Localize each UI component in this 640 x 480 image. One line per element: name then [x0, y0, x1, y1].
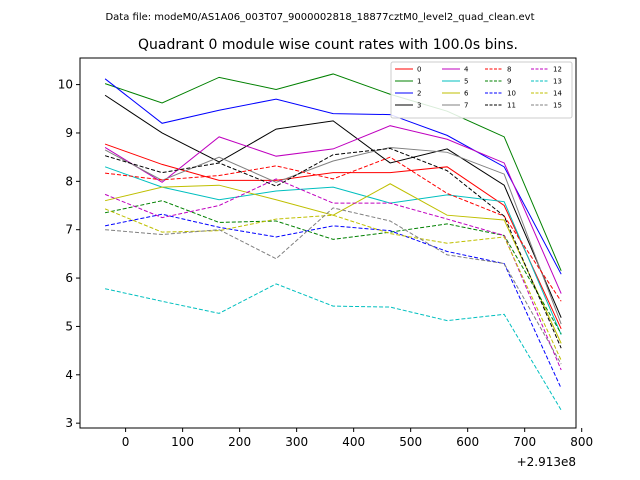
series-line-1: [104, 73, 562, 272]
legend-label-7: 7: [464, 102, 468, 110]
series-line-13: [104, 283, 562, 411]
figure-suptitle: Data file: modeM0/AS1A06_003T07_90000028…: [105, 12, 534, 23]
plot-area-frame: [79, 57, 577, 429]
legend-label-15: 15: [553, 102, 562, 110]
x-tick-label: 500: [399, 435, 422, 449]
legend-label-3: 3: [417, 102, 421, 110]
legend-label-9: 9: [507, 78, 511, 86]
legend-label-13: 13: [553, 78, 562, 86]
x-tick-label: 300: [285, 435, 308, 449]
x-tick-label: 800: [570, 435, 593, 449]
series-line-2: [104, 78, 562, 275]
x-tick-label: 100: [171, 435, 194, 449]
x-tick-label: 700: [513, 435, 536, 449]
legend-label-14: 14: [553, 90, 562, 98]
y-tick-label: 9: [65, 126, 73, 140]
plot-lines: [104, 73, 562, 411]
x-tick-label: 400: [342, 435, 365, 449]
series-line-15: [105, 207, 562, 365]
legend-label-0: 0: [417, 66, 421, 74]
series-line-0: [104, 143, 562, 330]
series-line-11: [104, 147, 562, 349]
y-tick-label: 5: [65, 319, 73, 333]
series-line-12: [104, 178, 562, 371]
y-tick-label: 8: [65, 174, 73, 188]
legend-label-10: 10: [507, 90, 516, 98]
chart-title: Quadrant 0 module wise count rates with …: [138, 37, 518, 53]
y-tick-label: 3: [65, 416, 73, 430]
x-axis-offset-label: +2.913e8: [517, 455, 576, 469]
legend-label-11: 11: [507, 102, 516, 110]
series-line-9: [104, 200, 562, 334]
legend-label-2: 2: [417, 90, 421, 98]
y-tick-label: 4: [65, 368, 73, 382]
series-line-8: [105, 156, 562, 302]
legend-label-5: 5: [464, 78, 468, 86]
legend-label-6: 6: [464, 90, 469, 98]
y-tick-label: 7: [65, 223, 73, 237]
legend-label-1: 1: [417, 78, 421, 86]
x-axis: 0 100 200 300 400 500 600 700 800: [122, 428, 593, 449]
legend-label-8: 8: [507, 66, 511, 74]
x-tick-label: 0: [122, 435, 130, 449]
series-line-4: [104, 125, 562, 294]
y-axis: 3 4 5 6 7 8 9 10: [58, 78, 80, 430]
series-line-5: [104, 166, 562, 335]
series-line-7: [104, 146, 562, 325]
x-tick-label: 200: [228, 435, 251, 449]
series-line-14: [104, 208, 562, 361]
x-tick-label: 600: [456, 435, 479, 449]
legend-label-4: 4: [464, 66, 469, 74]
series-line-3: [104, 94, 562, 318]
y-tick-label: 6: [65, 271, 73, 285]
legend-box: [390, 61, 573, 119]
series-line-6: [104, 183, 562, 344]
legend-label-12: 12: [553, 66, 562, 74]
series-line-10: [104, 213, 562, 389]
y-tick-label: 10: [58, 78, 73, 92]
